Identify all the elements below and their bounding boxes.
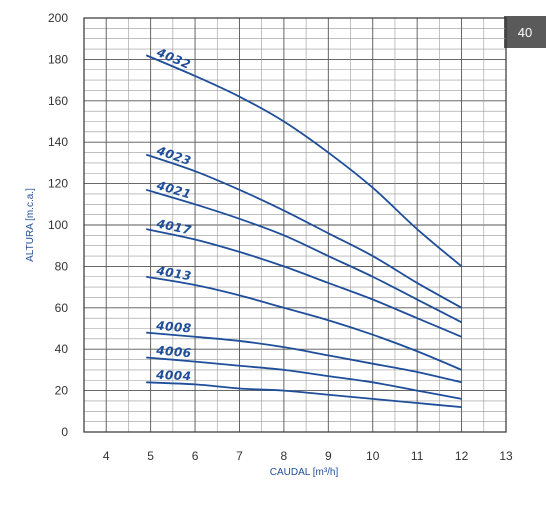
series-line-4032 bbox=[145, 54, 463, 268]
series-label-4004: 4004 bbox=[155, 368, 192, 384]
y-tick-label: 0 bbox=[61, 425, 68, 439]
y-tick-label: 120 bbox=[48, 177, 68, 191]
y-tick-label: 180 bbox=[48, 52, 68, 66]
y-tick-label: 80 bbox=[55, 259, 69, 273]
y-tick-label: 40 bbox=[55, 342, 69, 356]
series-label-4013: 4013 bbox=[154, 263, 192, 283]
tick-labels: 4 5 6 7 8 9 10 11 12 13 0 20 40 60 80 100 120 140 160 180 20… bbox=[48, 11, 513, 463]
series-line-4004 bbox=[146, 381, 462, 409]
x-tick-label: 10 bbox=[366, 449, 380, 463]
y-tick-label: 160 bbox=[48, 94, 68, 108]
x-tick-label: 11 bbox=[411, 449, 424, 463]
y-tick-label: 60 bbox=[55, 301, 69, 315]
x-tick-label: 12 bbox=[455, 449, 469, 463]
axes bbox=[83, 17, 507, 433]
x-tick-label: 13 bbox=[499, 449, 513, 463]
page-number-badge: 40 bbox=[504, 16, 546, 48]
series-lines bbox=[145, 54, 463, 409]
series-line-4017 bbox=[146, 228, 462, 338]
x-tick-label: 4 bbox=[103, 449, 110, 463]
y-axis-title: ALTURA [m.c.a.] bbox=[25, 188, 36, 262]
series-line-4006 bbox=[146, 356, 462, 400]
x-tick-label: 5 bbox=[147, 449, 154, 463]
series-line-4013 bbox=[146, 275, 462, 371]
x-tick-label: 7 bbox=[236, 449, 243, 463]
series-line-4023 bbox=[145, 153, 463, 309]
x-tick-label: 6 bbox=[192, 449, 199, 463]
x-tick-label: 8 bbox=[281, 449, 288, 463]
y-tick-label: 140 bbox=[48, 135, 68, 149]
x-tick-label: 9 bbox=[325, 449, 332, 463]
series-label-4006: 4006 bbox=[155, 343, 192, 360]
series-line-4008 bbox=[146, 331, 462, 384]
y-tick-label: 200 bbox=[48, 11, 68, 25]
grid bbox=[84, 17, 507, 433]
x-axis-title: CAUDAL [m³/h] bbox=[270, 467, 339, 478]
y-tick-label: 20 bbox=[55, 384, 69, 398]
series-line-4021 bbox=[145, 188, 462, 324]
plot-frame bbox=[83, 17, 507, 433]
y-tick-label: 100 bbox=[48, 218, 68, 232]
series-label-4008: 4008 bbox=[155, 318, 192, 335]
